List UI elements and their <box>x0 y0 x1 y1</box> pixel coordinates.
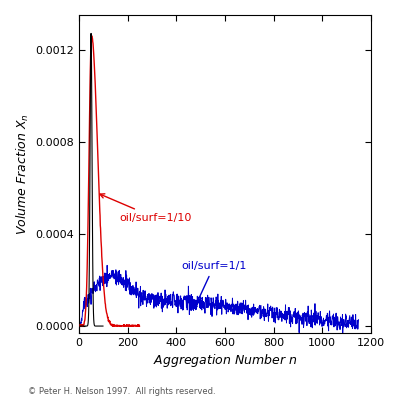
X-axis label: Aggregation Number $n$: Aggregation Number $n$ <box>152 352 297 369</box>
Y-axis label: Volume Fraction $X_n$: Volume Fraction $X_n$ <box>15 113 31 235</box>
Text: oil/surf=1/1: oil/surf=1/1 <box>181 261 246 301</box>
Text: © Peter H. Nelson 1997.  All rights reserved.: © Peter H. Nelson 1997. All rights reser… <box>28 387 216 396</box>
Text: oil/surf=1/10: oil/surf=1/10 <box>100 194 192 223</box>
